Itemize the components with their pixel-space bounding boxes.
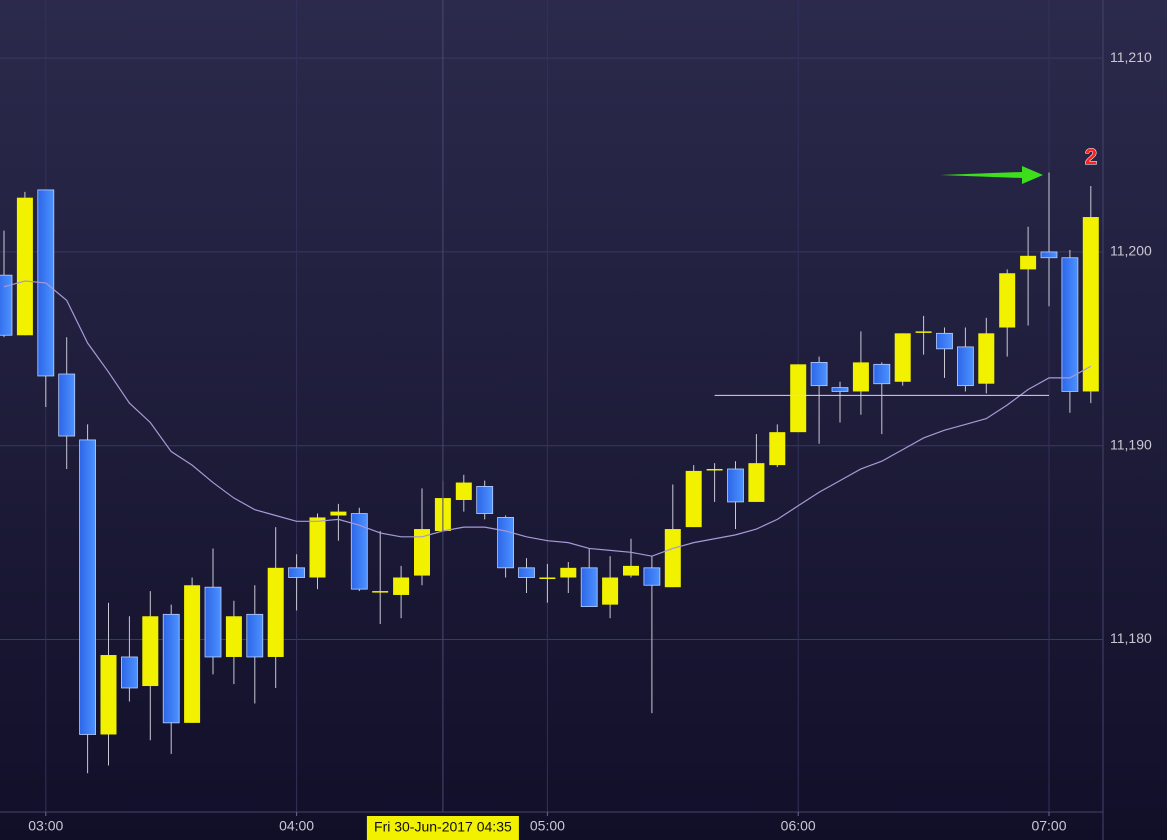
candle-body — [999, 273, 1016, 328]
y-tick-label: 11,200 — [1110, 243, 1152, 259]
x-tick-label: 05:00 — [530, 818, 565, 834]
candle-body — [748, 463, 765, 502]
candle-body — [706, 468, 723, 471]
x-tick-label: 07:00 — [1031, 818, 1066, 834]
candle-body — [560, 567, 577, 578]
candle-body — [685, 470, 702, 528]
candle-body — [1040, 251, 1058, 259]
candle-body — [1061, 257, 1079, 392]
candle-body — [330, 511, 347, 516]
candle-body — [204, 586, 222, 658]
candle-body — [957, 346, 974, 387]
candle-body — [267, 567, 284, 657]
candle-body — [602, 577, 619, 605]
candle-body — [894, 333, 911, 382]
y-tick-label: 11,190 — [1110, 436, 1152, 452]
x-tick-label: 03:00 — [28, 818, 63, 834]
candle-body — [225, 616, 242, 657]
candle-body — [936, 332, 953, 350]
candle-body — [790, 364, 807, 433]
plot-area — [0, 172, 1099, 774]
candle-body — [58, 373, 76, 437]
crosshair-label: Fri 30-Jun-2017 04:35 — [374, 819, 512, 835]
candle-body — [0, 274, 13, 336]
candle-body — [873, 363, 891, 385]
candle-body — [142, 616, 159, 687]
annotation-label: 2 — [1085, 144, 1097, 169]
candle-body — [455, 482, 472, 500]
candle-body — [184, 585, 201, 723]
candle-body — [497, 517, 515, 569]
candle-body — [309, 517, 326, 578]
candle-body — [393, 577, 410, 595]
y-tick-label: 11,210 — [1110, 49, 1152, 65]
moving-average-line — [3, 280, 1092, 557]
candle-body — [414, 529, 430, 576]
candle-body — [350, 513, 368, 590]
x-tick-label: 04:00 — [279, 818, 314, 834]
axes: 11,180 11,190 11,200 11,210 03:00 04:00 05:00 0… — [28, 0, 1152, 840]
candle-body — [100, 655, 117, 735]
candle-body — [1082, 217, 1099, 392]
candle-body — [915, 331, 932, 333]
candle-body — [623, 565, 639, 576]
candle-body — [664, 529, 681, 588]
crosshair-label-bg — [366, 816, 519, 840]
annotation-arrow — [940, 166, 1043, 184]
candle-body — [518, 567, 535, 578]
candle-body — [162, 613, 180, 724]
candle-body — [580, 567, 598, 607]
candle-body — [831, 387, 849, 392]
candle-body — [16, 197, 33, 336]
candle-body — [539, 577, 556, 580]
candle-body — [246, 613, 264, 658]
candle-body — [643, 567, 661, 586]
candle-body — [978, 333, 995, 384]
candle-body — [476, 486, 494, 514]
candle-body — [852, 362, 869, 392]
candle-body — [121, 656, 138, 689]
candle-body — [372, 591, 389, 593]
candle-body — [1020, 255, 1037, 270]
candle-body — [727, 468, 744, 503]
y-tick-label: 11,180 — [1110, 630, 1152, 646]
candle-body — [810, 361, 828, 387]
candle-body — [769, 432, 786, 466]
candle-body — [288, 567, 306, 578]
x-tick-label: 06:00 — [781, 818, 816, 834]
candle-body — [79, 439, 96, 735]
